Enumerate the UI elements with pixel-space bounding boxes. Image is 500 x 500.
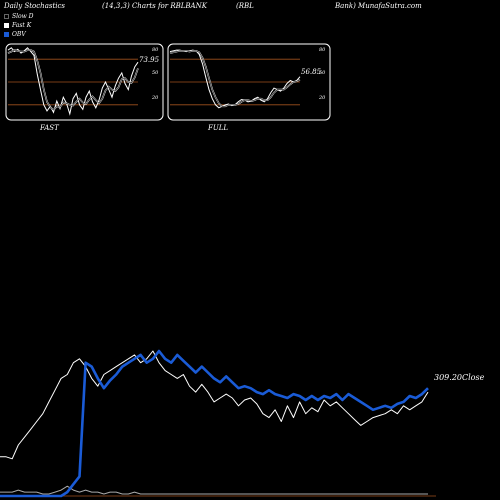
fast-last-value: 73.95 bbox=[139, 56, 160, 64]
fast-tick-80: 80 bbox=[152, 47, 159, 53]
main-series-price bbox=[0, 350, 429, 460]
chart-header-company-left: (RBL bbox=[236, 2, 254, 10]
full-panel: FULL 80 20 56.85 50 bbox=[167, 43, 331, 132]
full-tick-20: 20 bbox=[318, 95, 326, 101]
fast-tick-50: 50 bbox=[152, 70, 159, 76]
chart-header-left: Daily Stochastics bbox=[4, 2, 66, 10]
full-series-slow-d-core bbox=[169, 50, 301, 107]
full-tick-80: 80 bbox=[319, 47, 326, 53]
chart-header-middle: (14,3,3) Charts for RBLBANK bbox=[102, 2, 207, 10]
full-last-value: 56.85 bbox=[301, 68, 322, 76]
legend-fast-k: Fast K bbox=[4, 22, 31, 29]
full-tick-50: 50 bbox=[319, 70, 326, 76]
legend-swatch-fast-k bbox=[4, 23, 9, 28]
main-chart: 309.20Close bbox=[0, 349, 485, 498]
legend-swatch-slow-d bbox=[4, 14, 9, 19]
main-series-obv bbox=[0, 349, 429, 498]
legend-label-slow-d: Slow D bbox=[12, 13, 34, 20]
chart-header-company-right: Bank) MunafaSutra.com bbox=[335, 2, 422, 10]
close-label: 309.20Close bbox=[434, 373, 485, 382]
fast-panel: FAST 80 50 20 73.95 bbox=[5, 43, 164, 132]
full-panel-caption: FULL bbox=[207, 124, 228, 132]
fast-panel-caption: FAST bbox=[39, 124, 60, 132]
legend-slow-d: Slow D bbox=[4, 13, 34, 20]
legend-swatch-obv bbox=[4, 32, 9, 37]
fast-series-slow-d-core bbox=[7, 49, 139, 111]
fast-tick-20: 20 bbox=[151, 95, 159, 101]
legend-label-fast-k: Fast K bbox=[12, 22, 32, 29]
legend-obv: OBV bbox=[4, 31, 26, 38]
legend-label-obv: OBV bbox=[12, 31, 26, 38]
